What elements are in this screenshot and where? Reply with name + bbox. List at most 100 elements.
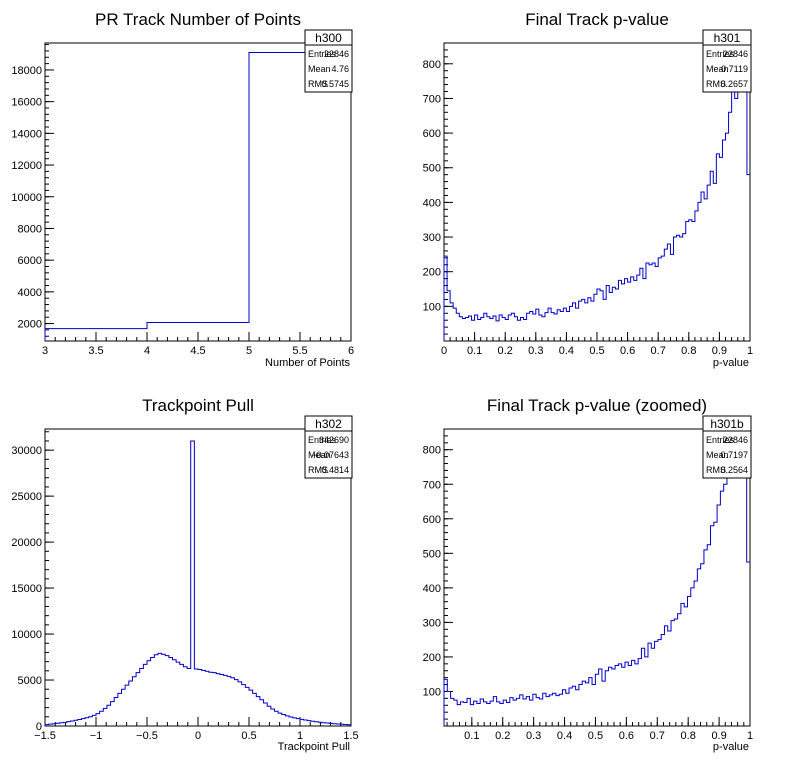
stats-label: Mean — [308, 450, 331, 460]
y-tick-label: 8000 — [18, 223, 42, 235]
histogram-bin — [549, 695, 552, 726]
histogram-bin — [260, 700, 264, 726]
x-tick-label: 0.1 — [467, 345, 482, 357]
histogram-bin — [603, 299, 606, 341]
histogram-outline — [443, 52, 750, 341]
y-tick-label: 0 — [36, 721, 42, 733]
histogram-bin — [151, 657, 155, 726]
histogram-bin — [638, 659, 641, 726]
histogram-bin — [162, 654, 166, 726]
histogram-bin — [154, 655, 158, 726]
histogram-bin — [551, 313, 554, 341]
x-tick-label: 0.9 — [712, 345, 727, 357]
stats-label: RMS — [706, 465, 726, 475]
histogram-bin — [520, 695, 523, 726]
y-tick-label: 6000 — [18, 255, 42, 267]
stats-value: 22846 — [324, 49, 349, 59]
histogram-bin — [275, 711, 279, 726]
y-tick-label: 300 — [423, 617, 441, 629]
histogram-bin — [78, 720, 82, 726]
histogram-bin — [573, 303, 576, 341]
histogram-bin — [143, 664, 147, 726]
stats-value: 22846 — [723, 49, 748, 59]
histogram-bin — [701, 192, 704, 341]
histogram-bin — [707, 185, 710, 341]
y-tick-label: 14000 — [11, 128, 42, 140]
axes: 3 3.5 4 4.5 5 5.5 6 2000 4000 6000 8000 10000 12000 1… — [11, 42, 354, 357]
histogram-bin — [683, 234, 686, 341]
x-tick-label: −0.5 — [136, 730, 158, 742]
stats-box-frame — [702, 29, 752, 93]
histogram-bin — [730, 474, 733, 726]
histogram-bin — [625, 279, 628, 341]
histogram-bin — [136, 673, 140, 726]
histogram-line — [443, 52, 750, 341]
axes: 0 0.1 0.2 0.3 0.4 0.5 0.6 0.7 0.8 0.9 1 100 200 300 40… — [423, 42, 753, 357]
x-axis-label: p-value — [713, 357, 749, 369]
x-tick-label: 0.6 — [620, 345, 635, 357]
histogram-line — [443, 435, 750, 726]
histogram-bin — [719, 157, 722, 341]
histogram-bin — [213, 673, 217, 726]
histogram-bin — [220, 675, 224, 726]
histogram-bin — [658, 640, 661, 726]
histogram-bin — [553, 693, 556, 726]
y-tick-label: 200 — [423, 267, 441, 279]
stats-label: Entries — [706, 435, 735, 445]
y-tick-label: 500 — [423, 548, 441, 560]
histogram-bin — [664, 249, 667, 341]
histogram-bin — [692, 221, 695, 341]
histogram-bin — [129, 681, 133, 726]
histogram-bin — [176, 662, 180, 726]
histogram-bin — [641, 648, 644, 726]
histogram-bin — [637, 275, 640, 341]
stats-name: h301 — [714, 31, 741, 45]
x-tick-label: 1 — [747, 730, 753, 742]
histogram-outline — [44, 440, 351, 726]
histogram-bin — [569, 688, 572, 726]
y-tick-label: 5000 — [18, 675, 42, 687]
histogram-bin — [450, 303, 453, 341]
histogram-bin — [224, 675, 228, 726]
stats-label: Mean — [308, 64, 331, 74]
histogram-bin — [681, 603, 684, 726]
histogram-bin — [477, 704, 480, 726]
x-tick-label: 0.1 — [464, 730, 479, 742]
stats-value: 22846 — [723, 435, 748, 445]
histogram-bin — [487, 704, 490, 726]
histogram-bin — [140, 669, 144, 726]
histogram-bin — [698, 202, 701, 341]
histogram-bin — [612, 287, 615, 341]
x-tick-label: 0.5 — [241, 730, 256, 742]
histogram-bin — [557, 310, 560, 341]
histogram-bin — [632, 660, 635, 726]
histogram-outline — [44, 52, 351, 341]
plot-frame — [443, 428, 751, 727]
histogram-bin — [165, 656, 169, 726]
x-tick-label: 0.7 — [651, 345, 666, 357]
histogram-bin — [572, 686, 575, 726]
histogram-bin — [724, 484, 727, 726]
histogram-bin — [628, 666, 631, 726]
histogram-bin — [100, 711, 104, 726]
histogram-bin — [582, 299, 585, 341]
x-tick-label: 4.5 — [190, 345, 205, 357]
y-tick-label: 800 — [423, 59, 441, 71]
histogram-bin — [227, 676, 231, 726]
x-tick-label: 3 — [42, 345, 48, 357]
histogram-bin — [560, 312, 563, 341]
x-tick-label: 6 — [348, 345, 354, 357]
histogram-bin — [231, 678, 235, 726]
stats-value: 342690 — [319, 435, 349, 445]
histogram-bin — [526, 697, 529, 726]
stats-box-frame — [304, 415, 353, 479]
histogram-bin — [245, 687, 249, 726]
histogram-bin — [293, 718, 297, 726]
histogram-bin — [640, 268, 643, 341]
histogram-bin — [661, 634, 664, 726]
x-tick-label: 0.6 — [619, 730, 634, 742]
histogram-bin — [315, 722, 319, 726]
histogram-bin — [554, 314, 557, 341]
histogram-bin — [670, 254, 673, 341]
histogram-bin — [71, 721, 75, 726]
